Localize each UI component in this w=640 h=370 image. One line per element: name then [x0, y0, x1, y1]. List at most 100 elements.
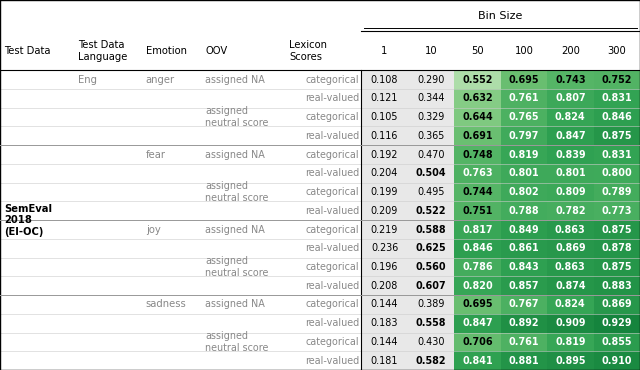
Text: 0.892: 0.892 — [509, 318, 539, 328]
Bar — [547, 351, 593, 370]
Text: real-valued: real-valued — [305, 168, 360, 178]
Text: assigned NA: assigned NA — [205, 75, 265, 85]
Text: 0.644: 0.644 — [462, 112, 493, 122]
Bar — [454, 89, 500, 108]
Text: 0.691: 0.691 — [462, 131, 493, 141]
Text: 0.875: 0.875 — [602, 225, 632, 235]
Text: 0.181: 0.181 — [371, 356, 398, 366]
Bar — [547, 70, 593, 89]
Text: Lexicon
Scores: Lexicon Scores — [289, 40, 327, 62]
Text: 0.199: 0.199 — [371, 187, 398, 197]
Bar — [362, 314, 408, 333]
Text: 0.765: 0.765 — [509, 112, 539, 122]
Bar — [547, 183, 593, 201]
Text: 0.108: 0.108 — [371, 75, 398, 85]
Bar — [500, 89, 547, 108]
Text: real-valued: real-valued — [305, 281, 360, 291]
Bar — [547, 220, 593, 239]
Text: 0.874: 0.874 — [555, 281, 586, 291]
Bar — [408, 183, 454, 201]
Bar — [408, 258, 454, 276]
Text: 50: 50 — [471, 46, 484, 56]
Bar — [454, 164, 500, 183]
Text: 1: 1 — [381, 46, 388, 56]
Bar — [593, 201, 640, 220]
Text: 0.744: 0.744 — [462, 187, 493, 197]
Bar — [593, 333, 640, 351]
Text: 0.144: 0.144 — [371, 299, 398, 309]
Bar — [408, 127, 454, 145]
Text: 0.196: 0.196 — [371, 262, 398, 272]
Text: 0.209: 0.209 — [371, 206, 398, 216]
Bar — [547, 239, 593, 258]
Text: 0.846: 0.846 — [602, 112, 632, 122]
Bar — [500, 239, 547, 258]
Bar — [362, 258, 408, 276]
Text: assigned NA: assigned NA — [205, 225, 265, 235]
Bar — [408, 295, 454, 314]
Text: 0.883: 0.883 — [602, 281, 632, 291]
Bar — [454, 108, 500, 127]
Text: 0.910: 0.910 — [602, 356, 632, 366]
Bar — [408, 70, 454, 89]
Text: joy: joy — [146, 225, 161, 235]
Bar — [362, 70, 408, 89]
Text: 0.763: 0.763 — [462, 168, 493, 178]
Bar — [500, 295, 547, 314]
Text: Test Data
Language: Test Data Language — [78, 40, 127, 62]
Bar — [454, 220, 500, 239]
Text: categorical: categorical — [306, 112, 360, 122]
Text: 0.751: 0.751 — [462, 206, 493, 216]
Bar — [593, 108, 640, 127]
Text: real-valued: real-valued — [305, 356, 360, 366]
Bar — [408, 108, 454, 127]
Bar — [547, 89, 593, 108]
Text: 0.789: 0.789 — [602, 187, 632, 197]
Bar — [362, 108, 408, 127]
Text: 0.105: 0.105 — [371, 112, 398, 122]
Bar — [454, 351, 500, 370]
Text: 0.582: 0.582 — [415, 356, 446, 366]
Bar — [500, 276, 547, 295]
Bar — [500, 314, 547, 333]
Text: 0.773: 0.773 — [602, 206, 632, 216]
Bar — [408, 276, 454, 295]
Bar — [454, 239, 500, 258]
Text: Eng: Eng — [78, 75, 97, 85]
Text: categorical: categorical — [306, 299, 360, 309]
Text: 0.824: 0.824 — [555, 112, 586, 122]
Bar — [454, 127, 500, 145]
Text: 0.843: 0.843 — [509, 262, 540, 272]
Bar — [500, 164, 547, 183]
Text: 0.831: 0.831 — [602, 149, 632, 159]
Bar — [454, 201, 500, 220]
Text: assigned
neutral score: assigned neutral score — [205, 331, 269, 353]
Text: 0.183: 0.183 — [371, 318, 398, 328]
Text: 10: 10 — [425, 46, 437, 56]
Bar — [500, 108, 547, 127]
Bar — [362, 220, 408, 239]
Bar — [408, 145, 454, 164]
Text: 0.869: 0.869 — [602, 299, 632, 309]
Bar — [362, 145, 408, 164]
Bar — [500, 127, 547, 145]
Text: real-valued: real-valued — [305, 318, 360, 328]
Text: 0.389: 0.389 — [417, 299, 445, 309]
Text: 0.365: 0.365 — [417, 131, 445, 141]
Text: Emotion: Emotion — [146, 46, 187, 56]
Text: OOV: OOV — [205, 46, 227, 56]
Text: 0.824: 0.824 — [555, 299, 586, 309]
Bar — [408, 351, 454, 370]
Text: 0.788: 0.788 — [509, 206, 539, 216]
Text: 0.752: 0.752 — [602, 75, 632, 85]
Bar — [500, 220, 547, 239]
Bar — [500, 183, 547, 201]
Text: 0.607: 0.607 — [415, 281, 446, 291]
Text: 0.855: 0.855 — [602, 337, 632, 347]
Bar — [408, 314, 454, 333]
Text: 0.786: 0.786 — [462, 262, 493, 272]
Bar — [547, 258, 593, 276]
Text: fear: fear — [146, 149, 166, 159]
Text: 300: 300 — [607, 46, 626, 56]
Text: 0.236: 0.236 — [371, 243, 398, 253]
